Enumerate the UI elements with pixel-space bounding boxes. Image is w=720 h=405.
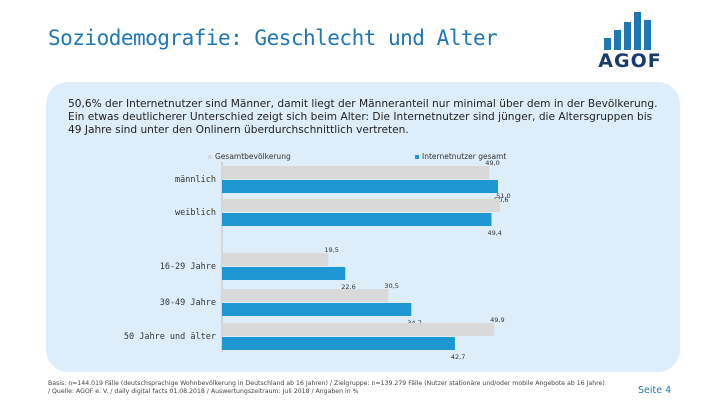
- bar-gesamtbevoelkerung: [222, 166, 490, 179]
- legend-item-gesamtbevoelkerung: Gesamtbevölkerung: [208, 152, 291, 161]
- category-label: weiblich: [175, 208, 216, 218]
- bar-gesamtbevoelkerung: [222, 199, 501, 212]
- page-title: Soziodemografie: Geschlecht und Alter: [48, 26, 498, 50]
- data-label: 22,6: [341, 283, 355, 291]
- bar-internetnutzer: [222, 213, 492, 226]
- data-label: 49,4: [487, 229, 501, 237]
- data-label: 51,0: [496, 192, 510, 200]
- logo-text: AGOF: [598, 50, 662, 72]
- intro-text: 50,6% der Internetnutzer sind Männer, da…: [68, 98, 658, 136]
- legend-swatch-blue: [415, 154, 419, 159]
- category-label: 50 Jahre und älter: [124, 332, 216, 342]
- data-label: 49,9: [490, 316, 504, 324]
- data-label: 50,6: [494, 196, 508, 204]
- category-label: 16-29 Jahre: [160, 262, 216, 272]
- bar-gesamtbevoelkerung: [222, 323, 495, 336]
- agof-logo: AGOF: [598, 12, 662, 72]
- legend-label-internetnutzer: Internetnutzer gesamt: [422, 152, 507, 161]
- bar-gesamtbevoelkerung: [222, 253, 329, 266]
- data-label: 30,5: [384, 282, 398, 290]
- legend-label-gesamtbevoelkerung: Gesamtbevölkerung: [215, 152, 291, 161]
- bar-internetnutzer: [222, 267, 346, 280]
- bar-gesamtbevoelkerung: [222, 289, 389, 302]
- bar-internetnutzer: [222, 337, 455, 350]
- category-label: männlich: [175, 175, 216, 185]
- legend-swatch-gray: [208, 154, 212, 159]
- page-number: Seite 4: [638, 385, 672, 396]
- logo-bars-icon: [598, 12, 662, 50]
- bar-internetnutzer: [222, 303, 412, 316]
- data-label: 49,0: [485, 159, 499, 167]
- legend-item-internetnutzer: Internetnutzer gesamt: [415, 152, 506, 161]
- bar-internetnutzer: [222, 180, 498, 193]
- category-label: 30-49 Jahre: [160, 298, 216, 308]
- data-label: 19,5: [324, 246, 338, 254]
- footnote: Basis: n=144.019 Fälle (deutschsprachige…: [48, 380, 605, 395]
- data-label: 42,7: [451, 353, 465, 361]
